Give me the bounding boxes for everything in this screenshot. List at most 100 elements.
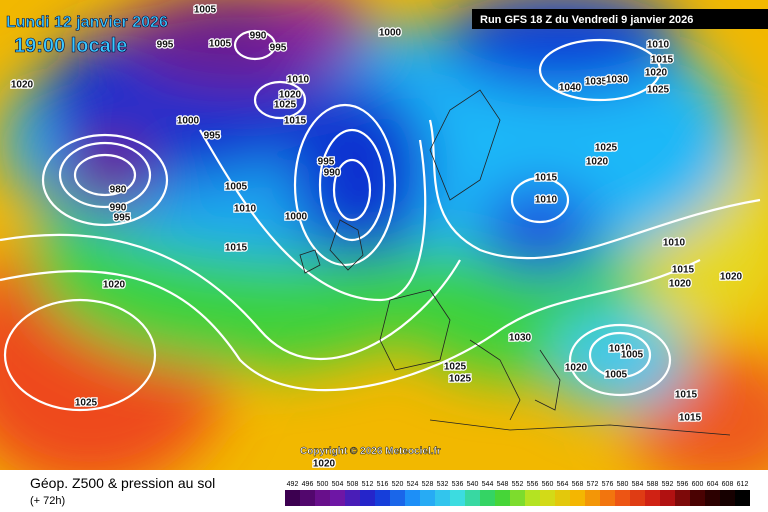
colorbar-swatch: [345, 490, 360, 506]
colorbar-swatch: [420, 490, 435, 506]
colorbar-swatch: [735, 490, 750, 506]
colorbar-label: 556: [527, 481, 539, 488]
colorbar-swatch: [435, 490, 450, 506]
isobar-label: 1030: [606, 75, 629, 86]
isobar-label: 990: [324, 168, 341, 179]
isobar-label: 1025: [444, 362, 467, 373]
isobar-label: 1020: [103, 280, 126, 291]
colorbar-label: 512: [362, 481, 374, 488]
isobar-label: 995: [157, 40, 174, 51]
colorbar-swatch: [570, 490, 585, 506]
colorbar-label: 600: [692, 481, 704, 488]
colorbar-swatch: [360, 490, 375, 506]
isobar-label: 1040: [559, 83, 582, 94]
copyright: Copyright © 2026 Meteociel.fr: [300, 446, 441, 457]
colorbar-swatch: [585, 490, 600, 506]
colorbar-label: 540: [467, 481, 479, 488]
isobar-label: 1015: [535, 173, 558, 184]
colorbar-label: 568: [572, 481, 584, 488]
isobar-label: 1010: [287, 75, 310, 86]
colorbar-label: 564: [557, 481, 569, 488]
isobar-label: 980: [110, 185, 127, 196]
colorbar-swatch: [450, 490, 465, 506]
colorbar-swatch: [540, 490, 555, 506]
colorbar-swatch: [720, 490, 735, 506]
isobar-label: 1010: [663, 238, 686, 249]
colorbar-swatch: [555, 490, 570, 506]
colorbar-label: 604: [707, 481, 719, 488]
colorbar-label: 580: [617, 481, 629, 488]
isobar-label: 1020: [720, 272, 743, 283]
isobar-label: 1015: [651, 55, 674, 66]
isobar-label: 1015: [284, 116, 307, 127]
colorbar-label: 544: [482, 481, 494, 488]
colorbar-swatch: [645, 490, 660, 506]
colorbar-label: 596: [677, 481, 689, 488]
colorbar-swatch: [390, 490, 405, 506]
isobar-label: 1005: [209, 39, 232, 50]
colorbar-swatch: [465, 490, 480, 506]
isobar-label: 1015: [672, 265, 695, 276]
colorbar-swatch: [600, 490, 615, 506]
footer-lead: (+ 72h): [30, 495, 65, 507]
isobar-label: 1020: [565, 363, 588, 374]
colorbar-swatch: [480, 490, 495, 506]
isobar-label: 1010: [535, 195, 558, 206]
colorbar-label: 552: [512, 481, 524, 488]
colorbar-swatch: [615, 490, 630, 506]
isobar-label: 1025: [449, 374, 472, 385]
colorbar-label: 572: [587, 481, 599, 488]
run-info: Run GFS 18 Z du Vendredi 9 janvier 2026: [480, 14, 693, 26]
isobar-label: 990: [110, 203, 127, 214]
isobar-label: 995: [318, 157, 335, 168]
isobar-label: 1000: [379, 28, 402, 39]
colorbar-swatch: [660, 490, 675, 506]
isobar-label: 1020: [11, 80, 34, 91]
colorbar-label: 528: [422, 481, 434, 488]
colorbar-label: 536: [452, 481, 464, 488]
isobar-label: 1015: [225, 243, 248, 254]
colorbar-label: 496: [302, 481, 314, 488]
colorbar-swatch: [300, 490, 315, 506]
isobar-label: 1005: [194, 5, 217, 16]
colorbar-swatch: [630, 490, 645, 506]
isobar-label: 1020: [586, 157, 609, 168]
isobar-label: 1010: [234, 204, 257, 215]
colorbar-label: 548: [497, 481, 509, 488]
colorbar-label: 592: [662, 481, 674, 488]
colorbar-swatch: [705, 490, 720, 506]
coastlines: [299, 89, 731, 436]
colorbar-swatch: [405, 490, 420, 506]
isobar-label: 1020: [279, 90, 302, 101]
isobar-label: 1020: [645, 68, 668, 79]
run-banner: [472, 9, 768, 29]
isobar-label: 1005: [621, 350, 644, 361]
isobar-label: 1010: [609, 344, 632, 355]
colorbar-label: 576: [602, 481, 614, 488]
colorbar-swatch: [495, 490, 510, 506]
forecast-date: Lundi 12 janvier 2026: [6, 14, 168, 31]
colorbar-swatch: [690, 490, 705, 506]
colorbar-label: 504: [332, 481, 344, 488]
forecast-time: 19:00 locale: [14, 35, 127, 57]
colorbar-swatch: [510, 490, 525, 506]
isobar-label: 1025: [647, 85, 670, 96]
isobar-label: 1000: [177, 116, 200, 127]
colorbar-swatch: [525, 490, 540, 506]
isobar-label: 1015: [679, 413, 702, 424]
colorbar-swatch: [375, 490, 390, 506]
colorbar-swatch: [285, 490, 300, 506]
isobar-label: 1025: [595, 143, 618, 154]
isobar-label: 990: [250, 31, 267, 42]
colorbar-label: 532: [437, 481, 449, 488]
colorbar-label: 560: [542, 481, 554, 488]
isobar-label: 995: [270, 43, 287, 54]
colorbar: 492 496 500 504 508 512 516 520 524 528 532 536 540 5…: [285, 481, 750, 506]
colorbar-label: 500: [317, 481, 329, 488]
isobar-label: 1005: [225, 182, 248, 193]
isobar-label: 1035: [585, 77, 608, 88]
colorbar-label: 508: [347, 481, 359, 488]
